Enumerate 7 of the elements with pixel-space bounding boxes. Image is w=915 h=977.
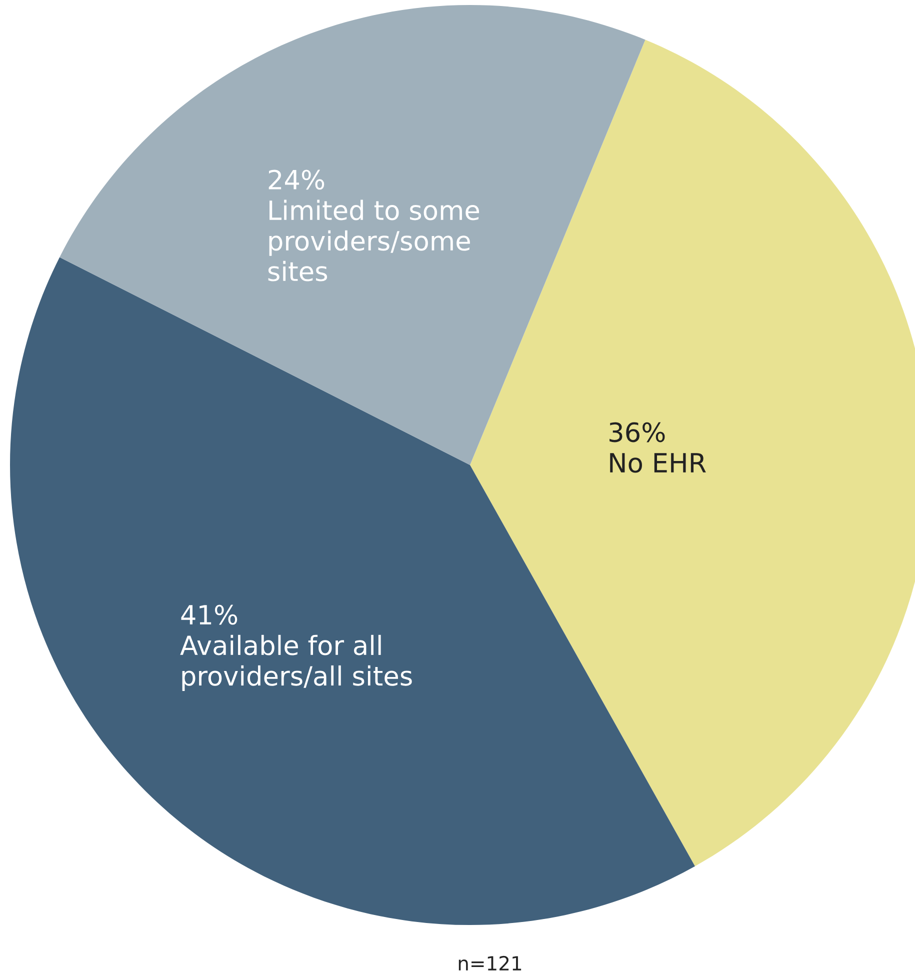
slice-label: Available for all providers/all sites <box>180 634 412 691</box>
data-label: 36% <box>610 422 665 442</box>
text: n=121 <box>458 956 522 970</box>
slice-label: Limited to some providers/some sites <box>268 200 480 282</box>
data-label: 24% <box>268 170 324 190</box>
slice-label: No EHR <box>610 453 706 473</box>
data-label: 41% <box>181 604 238 625</box>
